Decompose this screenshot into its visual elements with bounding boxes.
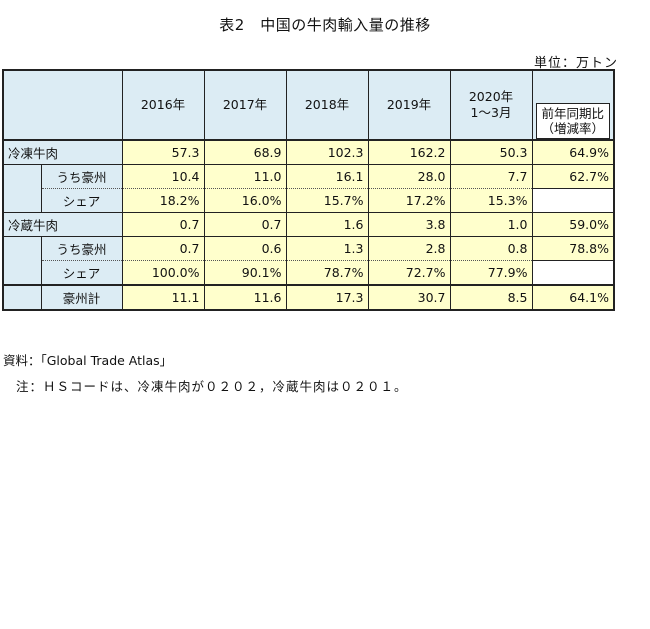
table-cell: 15.7% (285, 188, 369, 213)
table-cell: 77.9% (449, 260, 533, 286)
table-cell: 162.2 (367, 139, 451, 165)
table-row-total: 豪州計 11.1 11.6 17.3 30.7 8.5 64.1% (2, 284, 615, 311)
table-cell: 18.2% (121, 188, 205, 213)
table-row: シェア 18.2% 16.0% 15.7% 17.2% 15.3% (3, 188, 615, 213)
header-period-line2: 1～3月 (470, 105, 512, 120)
table-cell: 28.0 (367, 164, 451, 189)
header-yoy: 前年同期比 （増減率） (531, 69, 615, 141)
table-row: 冷凍牛肉 57.3 68.9 102.3 162.2 50.3 64.9% (2, 139, 615, 165)
table-cell: 10.4 (121, 164, 205, 189)
table-cell: 59.0% (531, 212, 615, 237)
table-cell: 100.0% (121, 260, 205, 286)
header-yoy-box: 前年同期比 （増減率） (535, 103, 610, 139)
footnote: 注：ＨＳコードは、冷凍牛肉が０２０２，冷蔵牛肉は０２０１。 (16, 379, 408, 394)
beef-import-table: 2016年 2017年 2018年 2019年 2020年 1～3月 前年同期比… (2, 69, 615, 311)
header-yoy-line2: （増減率） (541, 121, 604, 136)
header-yoy-line1: 前年同期比 (541, 106, 604, 121)
table-cell: 15.3% (449, 188, 533, 213)
table-cell: 62.7% (531, 164, 615, 189)
row-label-aus-total: 豪州計 (40, 284, 123, 311)
table-cell: 11.1 (121, 284, 205, 311)
table-cell: 64.9% (531, 139, 615, 165)
header-period-line1: 2020年 (468, 89, 514, 104)
row-indent (2, 284, 42, 311)
table-title: 表2 中国の牛肉輸入量の推移 (219, 16, 431, 34)
table-cell: 1.3 (285, 236, 369, 261)
table-cell: 11.6 (203, 284, 287, 311)
table-cell: 1.6 (285, 212, 369, 237)
table-cell: 0.8 (449, 236, 533, 261)
row-indent (2, 236, 42, 286)
table-cell: 0.7 (121, 212, 205, 237)
table-row: 冷蔵牛肉 0.7 0.7 1.6 3.8 1.0 59.0% (2, 212, 615, 237)
table-cell (531, 260, 615, 286)
table-cell: 72.7% (367, 260, 451, 286)
table-row: うち豪州 0.7 0.6 1.3 2.8 0.8 78.8% (2, 236, 615, 286)
table-cell: 90.1% (203, 260, 287, 286)
header-period: 2020年 1～3月 (449, 69, 533, 141)
table-cell: 17.3 (285, 284, 369, 311)
table-cell: 78.8% (531, 236, 615, 261)
table-cell: 0.7 (121, 236, 205, 261)
table-cell: 68.9 (203, 139, 287, 165)
table-cell: 30.7 (367, 284, 451, 311)
source-note: 資料：「Global Trade Atlas」 (3, 353, 173, 368)
row-label-chilled-share: シェア (40, 260, 123, 286)
table-cell: 8.5 (449, 284, 533, 311)
row-label-chilled-aus: うち豪州 (40, 236, 123, 261)
header-row: 2016年 2017年 2018年 2019年 2020年 1～3月 前年同期比… (2, 69, 615, 141)
table-cell: 3.8 (367, 212, 451, 237)
row-label-frozen: 冷凍牛肉 (2, 139, 123, 165)
header-year: 2019年 (367, 69, 451, 141)
table-cell: 0.6 (203, 236, 287, 261)
table-row: シェア 100.0% 90.1% 78.7% 72.7% 77.9% (3, 260, 615, 286)
table-cell: 17.2% (367, 188, 451, 213)
header-year: 2016年 (121, 69, 205, 141)
unit-label: 単位：万トン (533, 56, 618, 71)
row-label-frozen-aus: うち豪州 (40, 164, 123, 189)
table-cell: 16.1 (285, 164, 369, 189)
table-cell: 11.0 (203, 164, 287, 189)
table-cell: 102.3 (285, 139, 369, 165)
table-row: うち豪州 10.4 11.0 16.1 28.0 7.7 62.7% (2, 164, 615, 213)
table-cell: 16.0% (203, 188, 287, 213)
table-cell: 57.3 (121, 139, 205, 165)
table-cell (531, 188, 615, 213)
table-cell: 50.3 (449, 139, 533, 165)
table-cell: 64.1% (531, 284, 615, 311)
row-label-frozen-share: シェア (40, 188, 123, 213)
row-indent (2, 164, 42, 213)
header-year: 2017年 (203, 69, 287, 141)
table-cell: 2.8 (367, 236, 451, 261)
header-corner (2, 69, 123, 141)
table-cell: 78.7% (285, 260, 369, 286)
table-cell: 1.0 (449, 212, 533, 237)
row-label-chilled: 冷蔵牛肉 (2, 212, 123, 237)
table-cell: 7.7 (449, 164, 533, 189)
table-cell: 0.7 (203, 212, 287, 237)
header-year: 2018年 (285, 69, 369, 141)
